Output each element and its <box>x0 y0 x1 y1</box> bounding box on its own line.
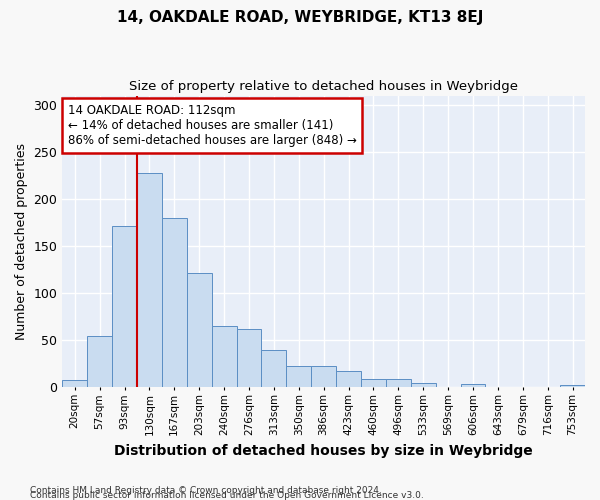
Bar <box>311 366 336 388</box>
Text: Contains public sector information licensed under the Open Government Licence v3: Contains public sector information licen… <box>30 491 424 500</box>
Bar <box>286 366 311 388</box>
Bar <box>361 379 386 388</box>
Text: 14, OAKDALE ROAD, WEYBRIDGE, KT13 8EJ: 14, OAKDALE ROAD, WEYBRIDGE, KT13 8EJ <box>117 10 483 25</box>
Bar <box>336 370 361 388</box>
Y-axis label: Number of detached properties: Number of detached properties <box>15 143 28 340</box>
Bar <box>187 272 212 388</box>
Bar <box>162 218 187 388</box>
Bar <box>411 383 436 388</box>
Bar <box>560 384 585 388</box>
Bar <box>461 384 485 388</box>
Bar <box>137 173 162 388</box>
Bar <box>212 326 236 388</box>
Bar <box>262 350 286 388</box>
Bar <box>236 329 262 388</box>
Bar <box>87 336 112 388</box>
Bar <box>386 379 411 388</box>
Bar <box>62 380 87 388</box>
Text: 14 OAKDALE ROAD: 112sqm
← 14% of detached houses are smaller (141)
86% of semi-d: 14 OAKDALE ROAD: 112sqm ← 14% of detache… <box>68 104 356 148</box>
Bar <box>112 226 137 388</box>
Title: Size of property relative to detached houses in Weybridge: Size of property relative to detached ho… <box>129 80 518 93</box>
X-axis label: Distribution of detached houses by size in Weybridge: Distribution of detached houses by size … <box>114 444 533 458</box>
Text: Contains HM Land Registry data © Crown copyright and database right 2024.: Contains HM Land Registry data © Crown c… <box>30 486 382 495</box>
